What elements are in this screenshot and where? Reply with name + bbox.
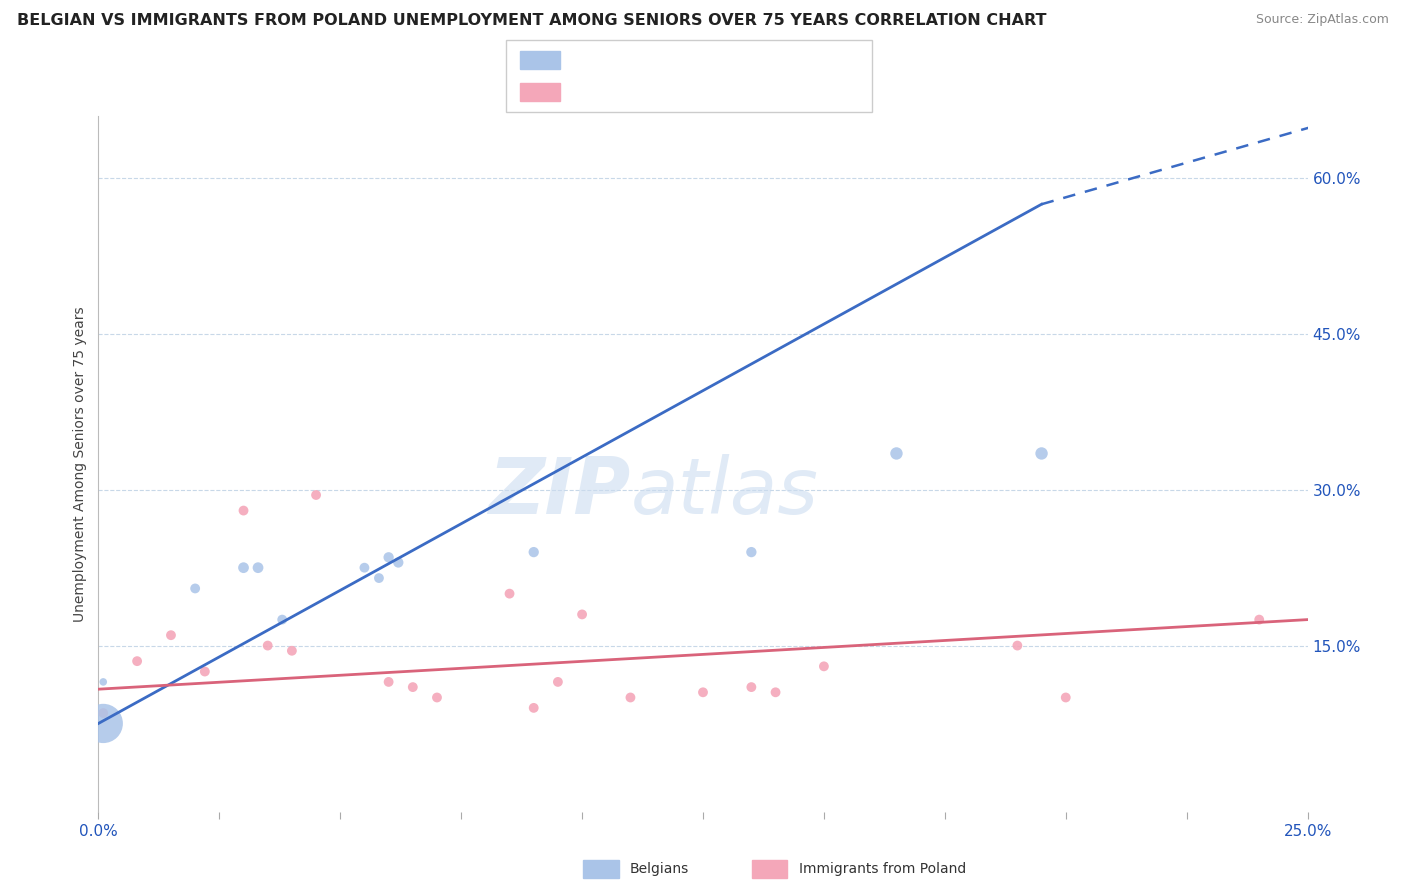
Point [523,545,546,559]
Text: N = 23: N = 23 [710,83,778,101]
Point [91,706,114,720]
Point [692,685,714,699]
Point [1031,446,1053,460]
Point [232,503,254,517]
Text: BELGIAN VS IMMIGRANTS FROM POLAND UNEMPLOYMENT AMONG SENIORS OVER 75 YEARS CORRE: BELGIAN VS IMMIGRANTS FROM POLAND UNEMPL… [17,13,1046,29]
Text: ZIP: ZIP [488,454,630,530]
Point [765,685,787,699]
Text: atlas: atlas [630,454,818,530]
Point [426,690,449,705]
Text: Immigrants from Poland: Immigrants from Poland [799,862,966,876]
Point [813,659,835,673]
Point [740,545,762,559]
Point [1007,639,1029,653]
Point [1054,690,1077,705]
Point [387,556,409,570]
Text: R =  0.785: R = 0.785 [571,51,675,69]
Point [402,680,425,694]
Point [281,644,304,658]
Point [377,550,399,565]
Point [377,674,399,689]
Point [368,571,391,585]
Point [91,716,114,731]
Text: N = 14: N = 14 [710,51,778,69]
Point [886,446,908,460]
Point [740,680,762,694]
Point [256,639,278,653]
Point [91,674,114,689]
Point [571,607,593,622]
Point [619,690,641,705]
Text: Belgians: Belgians [630,862,689,876]
Point [547,674,569,689]
Y-axis label: Unemployment Among Seniors over 75 years: Unemployment Among Seniors over 75 years [73,306,87,622]
Point [523,701,546,715]
Text: Source: ZipAtlas.com: Source: ZipAtlas.com [1256,13,1389,27]
Point [232,560,254,574]
Text: R =  0.187: R = 0.187 [571,83,675,101]
Point [498,587,520,601]
Point [160,628,183,642]
Point [1249,613,1271,627]
Point [247,560,270,574]
Point [194,665,217,679]
Point [127,654,149,668]
Point [305,488,328,502]
Point [271,613,294,627]
Point [184,582,207,596]
Point [353,560,375,574]
